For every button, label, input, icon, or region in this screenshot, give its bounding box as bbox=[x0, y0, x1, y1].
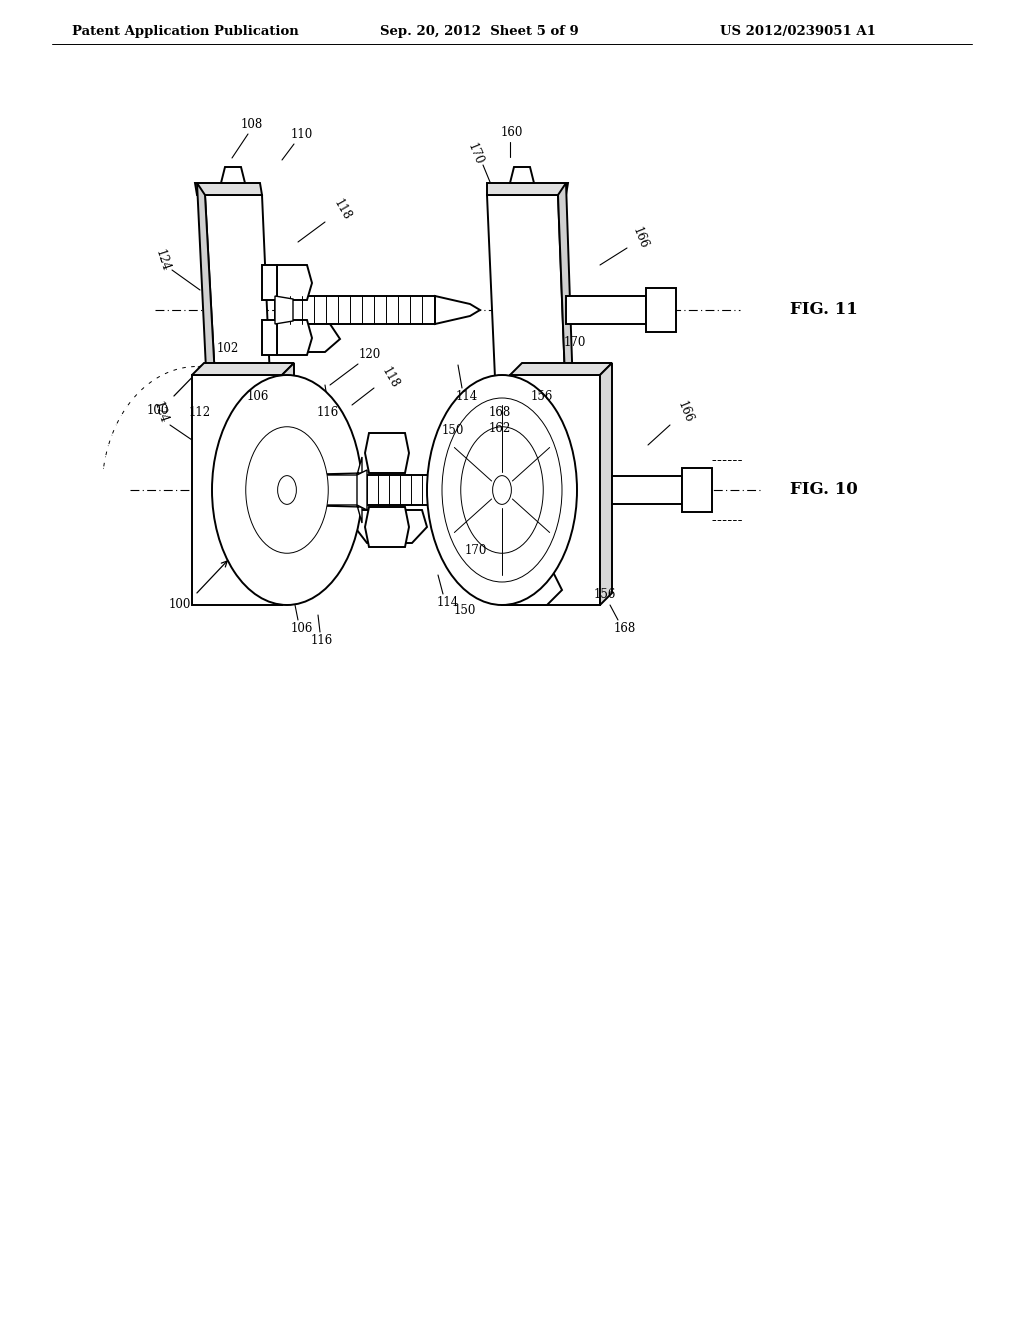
Text: 150: 150 bbox=[454, 603, 476, 616]
Text: 114: 114 bbox=[437, 595, 459, 609]
Polygon shape bbox=[600, 363, 612, 605]
Text: 106: 106 bbox=[247, 391, 269, 404]
Text: 168: 168 bbox=[613, 622, 636, 635]
Polygon shape bbox=[352, 510, 427, 543]
Text: 166: 166 bbox=[630, 226, 650, 251]
Text: 100: 100 bbox=[146, 404, 169, 417]
Polygon shape bbox=[275, 296, 293, 323]
Polygon shape bbox=[487, 183, 568, 195]
Polygon shape bbox=[558, 183, 573, 389]
Polygon shape bbox=[205, 378, 270, 389]
Text: 170: 170 bbox=[465, 141, 485, 166]
Text: 150: 150 bbox=[441, 424, 464, 437]
Polygon shape bbox=[495, 389, 530, 407]
Text: 170: 170 bbox=[465, 544, 487, 557]
Polygon shape bbox=[612, 477, 682, 504]
Ellipse shape bbox=[493, 475, 511, 504]
Ellipse shape bbox=[246, 426, 329, 553]
Polygon shape bbox=[365, 507, 409, 546]
Polygon shape bbox=[646, 288, 676, 333]
Polygon shape bbox=[262, 319, 278, 355]
Text: FIG. 10: FIG. 10 bbox=[790, 482, 858, 499]
Polygon shape bbox=[205, 195, 270, 378]
Text: 116: 116 bbox=[311, 634, 333, 647]
Polygon shape bbox=[193, 363, 294, 375]
Polygon shape bbox=[262, 265, 278, 300]
Polygon shape bbox=[357, 470, 367, 510]
Ellipse shape bbox=[461, 426, 544, 553]
Text: 156: 156 bbox=[594, 589, 616, 602]
Ellipse shape bbox=[212, 375, 362, 605]
Polygon shape bbox=[682, 469, 712, 512]
Text: 166: 166 bbox=[675, 399, 695, 425]
Polygon shape bbox=[435, 296, 480, 323]
Polygon shape bbox=[197, 183, 215, 389]
Polygon shape bbox=[282, 363, 294, 605]
Polygon shape bbox=[566, 296, 646, 323]
Ellipse shape bbox=[278, 475, 296, 504]
Polygon shape bbox=[482, 475, 520, 506]
Polygon shape bbox=[365, 433, 409, 473]
Polygon shape bbox=[195, 183, 262, 195]
Text: Sep. 20, 2012  Sheet 5 of 9: Sep. 20, 2012 Sheet 5 of 9 bbox=[380, 25, 579, 38]
Text: FIG. 11: FIG. 11 bbox=[790, 301, 858, 318]
Text: Patent Application Publication: Patent Application Publication bbox=[72, 25, 299, 38]
Polygon shape bbox=[282, 457, 362, 475]
Polygon shape bbox=[487, 195, 565, 378]
Text: 162: 162 bbox=[488, 421, 511, 434]
Polygon shape bbox=[275, 296, 435, 323]
Text: 116: 116 bbox=[316, 405, 339, 418]
Text: 110: 110 bbox=[291, 128, 313, 141]
Text: 114: 114 bbox=[456, 389, 478, 403]
Polygon shape bbox=[221, 168, 245, 183]
Polygon shape bbox=[492, 570, 562, 605]
Polygon shape bbox=[275, 323, 340, 352]
Polygon shape bbox=[510, 168, 534, 183]
Text: 124: 124 bbox=[151, 400, 170, 425]
Text: US 2012/0239051 A1: US 2012/0239051 A1 bbox=[720, 25, 876, 38]
Text: 106: 106 bbox=[291, 622, 313, 635]
Polygon shape bbox=[510, 375, 600, 605]
Polygon shape bbox=[357, 475, 482, 506]
Polygon shape bbox=[278, 265, 312, 300]
Polygon shape bbox=[510, 363, 612, 375]
Text: 160: 160 bbox=[501, 125, 523, 139]
Text: 108: 108 bbox=[241, 119, 263, 132]
Polygon shape bbox=[282, 506, 362, 523]
Polygon shape bbox=[193, 375, 282, 605]
Text: 102: 102 bbox=[217, 342, 240, 355]
Text: 118: 118 bbox=[331, 197, 353, 223]
Polygon shape bbox=[495, 378, 575, 389]
Text: 170: 170 bbox=[564, 335, 586, 348]
Text: 168: 168 bbox=[488, 405, 511, 418]
Polygon shape bbox=[278, 319, 312, 355]
Ellipse shape bbox=[427, 375, 577, 605]
Text: 112: 112 bbox=[189, 405, 211, 418]
Text: 118: 118 bbox=[379, 366, 401, 391]
Text: 120: 120 bbox=[358, 348, 381, 362]
Text: 124: 124 bbox=[153, 247, 172, 273]
Text: 156: 156 bbox=[530, 389, 553, 403]
Text: 100: 100 bbox=[169, 598, 191, 611]
